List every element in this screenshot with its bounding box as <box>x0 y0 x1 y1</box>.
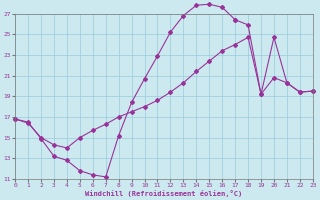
X-axis label: Windchill (Refroidissement éolien,°C): Windchill (Refroidissement éolien,°C) <box>85 190 243 197</box>
